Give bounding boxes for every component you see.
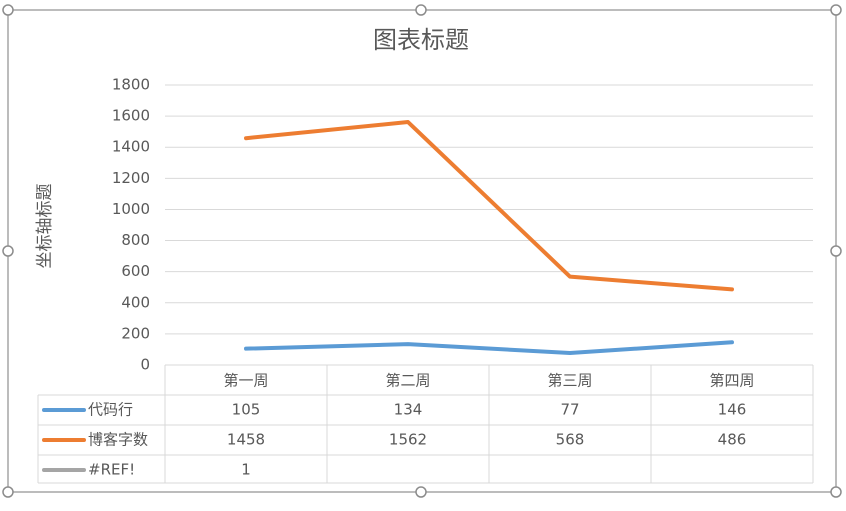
handle[interactable] [415, 4, 427, 16]
y-tick-label: 200 [121, 324, 150, 342]
handle[interactable] [830, 245, 842, 257]
handle[interactable] [2, 486, 14, 498]
y-tick-label: 1000 [112, 200, 150, 218]
table-value: 568 [556, 431, 585, 449]
table-value: 77 [560, 401, 579, 419]
y-tick-label: 1600 [112, 107, 150, 125]
y-tick-label: 0 [140, 356, 150, 374]
handle[interactable] [2, 245, 14, 257]
table-value: 105 [232, 401, 261, 419]
table-value: 1562 [389, 431, 427, 449]
table-value: 1458 [227, 431, 265, 449]
y-axis-title: 坐标轴标题 [35, 184, 55, 269]
handle[interactable] [830, 486, 842, 498]
x-tick-label: 第三周 [547, 372, 592, 390]
y-tick-label: 1800 [112, 76, 150, 94]
x-tick-label: 第四周 [709, 372, 754, 390]
y-tick-label: 1200 [112, 169, 150, 187]
y-tick-label: 400 [121, 293, 150, 311]
legend-label: 代码行 [88, 401, 133, 419]
chart-title: 图表标题 [373, 26, 469, 54]
legend-label: 博客字数 [88, 431, 148, 449]
x-tick-label: 第二周 [385, 372, 430, 390]
handle[interactable] [830, 4, 842, 16]
x-tick-label: 第一周 [223, 372, 268, 390]
selection-handles[interactable] [2, 4, 842, 498]
table-value: 486 [718, 431, 747, 449]
table-value: 146 [718, 401, 747, 419]
table-value: 1 [241, 461, 251, 479]
series-line [244, 340, 734, 356]
handle[interactable] [2, 4, 14, 16]
y-tick-label: 600 [121, 262, 150, 280]
y-tick-label: 1400 [112, 138, 150, 156]
y-tick-label: 800 [121, 231, 150, 249]
table-value: 134 [394, 401, 423, 419]
legend-label: #REF! [88, 461, 135, 479]
series-line [244, 120, 734, 292]
handle[interactable] [415, 486, 427, 498]
chart-frame [7, 9, 837, 493]
